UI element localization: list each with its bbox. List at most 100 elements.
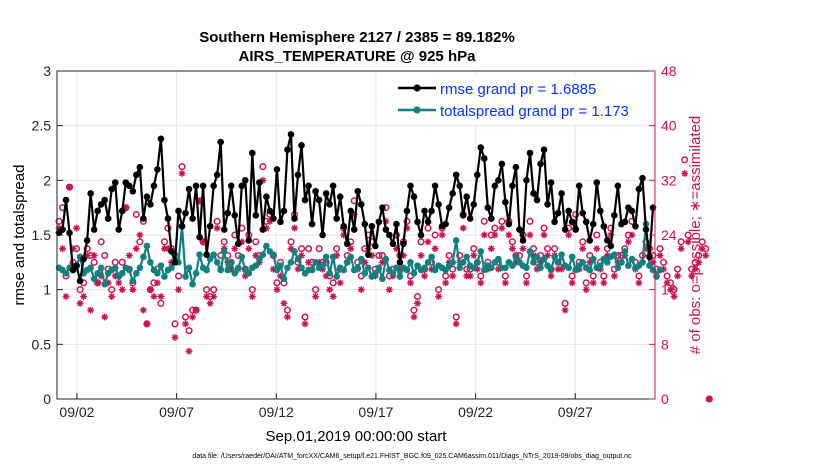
obs-possible-point	[635, 272, 643, 280]
spread-point	[97, 264, 105, 272]
obs-possible-point	[695, 251, 703, 260]
obs-assimilated-point	[526, 231, 534, 239]
obs-assimilated-point	[702, 252, 710, 259]
spread-point	[62, 269, 70, 277]
spread-point	[168, 264, 175, 272]
rmse-point	[593, 179, 601, 186]
rmse-point	[551, 218, 558, 226]
rmse-point	[642, 226, 650, 233]
obs-assimilated-point	[466, 272, 474, 280]
rmse-point	[452, 171, 460, 179]
rmse-point	[533, 196, 541, 204]
rmse-point	[424, 218, 432, 226]
spread-point	[382, 255, 390, 263]
y-tick-label: 0	[43, 391, 51, 407]
spread-point	[509, 262, 516, 269]
spread-point	[551, 253, 558, 261]
spread-point	[621, 248, 629, 255]
spread-point	[90, 275, 98, 283]
rmse-point	[168, 248, 175, 255]
rmse-point	[298, 142, 305, 149]
spread-point	[280, 275, 288, 283]
obs-assimilated-point	[582, 286, 590, 294]
rmse-point	[315, 196, 323, 204]
obs-assimilated-point	[561, 306, 569, 314]
rmse-point	[449, 190, 456, 197]
obs-possible-point	[452, 313, 460, 321]
rmse-point	[621, 218, 629, 226]
spread-point	[284, 264, 291, 272]
rmse-point	[319, 231, 326, 239]
rmse-point	[646, 253, 653, 261]
spread-point	[407, 259, 414, 266]
rmse-point	[586, 237, 594, 244]
rmse-point	[101, 196, 108, 204]
rmse-point	[206, 222, 214, 230]
spread-point	[596, 262, 604, 269]
rmse-point	[157, 135, 165, 143]
obs-possible-point	[108, 286, 116, 294]
spread-point	[312, 259, 319, 266]
obs-assimilated-point	[688, 272, 696, 280]
obs-possible-point	[305, 245, 313, 253]
rmse-point	[175, 207, 182, 215]
rmse-point	[350, 226, 358, 233]
obs-assimilated-point	[333, 252, 341, 259]
obs-assimilated-point	[115, 279, 123, 287]
spread-point	[203, 266, 210, 274]
obs-assimilated-point	[59, 245, 66, 253]
obs-assimilated-point	[449, 272, 457, 280]
spread-point	[372, 269, 379, 277]
obs-possible-point	[283, 306, 292, 314]
obs-assimilated-point	[213, 224, 221, 232]
spread-point	[470, 264, 478, 272]
spread-point	[604, 259, 611, 266]
rmse-point	[108, 185, 116, 193]
rmse-point	[249, 149, 256, 157]
spread-point	[270, 251, 277, 258]
rmse-point	[459, 212, 467, 219]
spread-point	[565, 264, 572, 272]
obs-assimilated-point	[442, 279, 450, 287]
spread-point	[154, 269, 161, 277]
obs-assimilated-point	[336, 279, 344, 287]
rmse-point	[382, 226, 390, 233]
y-axis-label: rmse and totalspread	[11, 165, 28, 306]
rmse-point	[589, 220, 597, 228]
y2-axis-ticks: 0 8 16 24 32 40 48	[649, 63, 677, 407]
obs-assimilated-point	[305, 258, 312, 266]
rmse-point	[488, 215, 495, 222]
spread-point	[477, 248, 485, 255]
spread-point	[157, 262, 165, 269]
obs-possible-point	[248, 286, 256, 294]
spread-point	[322, 253, 330, 261]
obs-possible-point	[656, 245, 664, 253]
rmse-point	[220, 226, 228, 233]
data-file-footer: data file: /Users/raeder/DAI/ATM_forcXX/…	[192, 453, 632, 460]
y-tick-label: 1.5	[32, 227, 52, 243]
obs-possible-point	[178, 163, 186, 171]
obs-assimilated-point	[407, 279, 414, 287]
obs-assimilated-point	[540, 231, 548, 239]
obs-possible-point	[698, 238, 706, 246]
spread-point	[357, 255, 365, 263]
spread-point	[227, 259, 235, 266]
obs-possible-point	[378, 251, 386, 260]
obs-possible-point	[312, 286, 320, 294]
obs-assimilated-point	[245, 245, 253, 253]
rmse-point	[505, 220, 513, 228]
obs-assimilated-point	[178, 170, 186, 177]
rmse-point	[396, 259, 404, 266]
spread-point	[217, 266, 224, 274]
rmse-point	[224, 209, 232, 217]
rmse-point	[502, 198, 509, 206]
obs-possible-point	[111, 258, 119, 266]
obs-assimilated-point	[565, 231, 573, 239]
spread-point	[396, 273, 404, 280]
obs-assimilated-point	[157, 293, 165, 300]
spread-point	[653, 273, 660, 280]
spread-point	[410, 269, 418, 277]
obs-possible-point	[97, 238, 105, 246]
y2-tick-label: 16	[661, 282, 677, 298]
y2-tick-label: 40	[661, 118, 677, 134]
